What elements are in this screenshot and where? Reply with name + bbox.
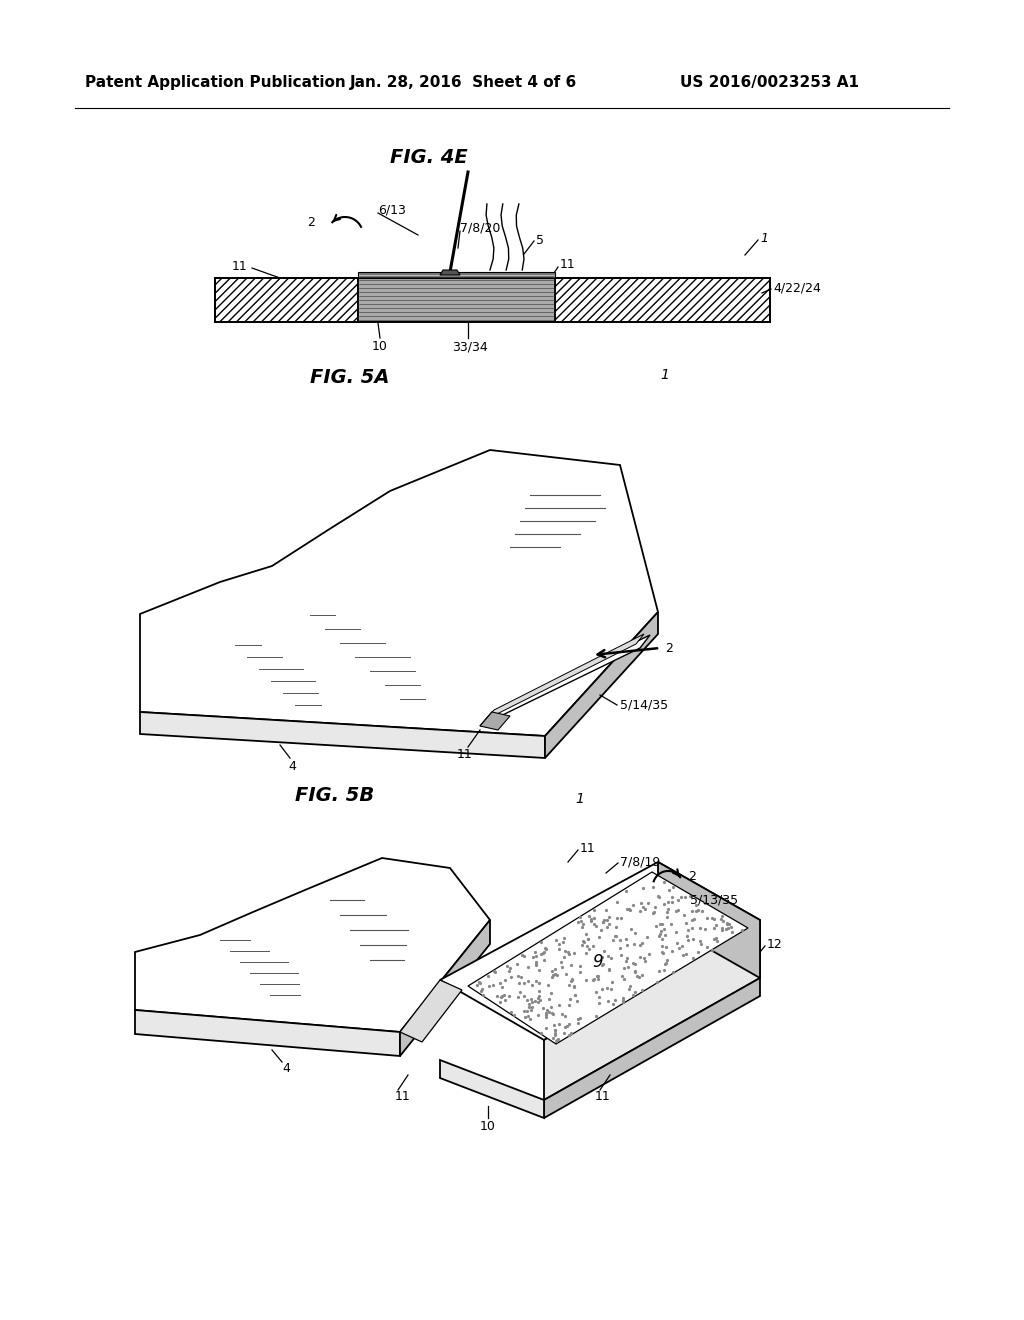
Text: 7/8/20: 7/8/20 bbox=[460, 222, 501, 235]
Text: 4: 4 bbox=[282, 1063, 290, 1074]
Text: 1: 1 bbox=[660, 368, 669, 381]
Polygon shape bbox=[135, 1010, 400, 1056]
Text: 7/8/19: 7/8/19 bbox=[620, 855, 660, 869]
Text: 33/34: 33/34 bbox=[453, 341, 487, 352]
Polygon shape bbox=[215, 279, 358, 322]
Text: 9: 9 bbox=[593, 953, 603, 972]
Polygon shape bbox=[555, 279, 770, 322]
Polygon shape bbox=[140, 711, 545, 758]
Text: 1: 1 bbox=[575, 792, 584, 807]
Text: 5/13/35: 5/13/35 bbox=[690, 894, 738, 907]
Polygon shape bbox=[544, 978, 760, 1118]
Polygon shape bbox=[480, 711, 510, 730]
Text: 5/14/35: 5/14/35 bbox=[620, 698, 668, 711]
Polygon shape bbox=[658, 862, 760, 978]
Text: 11: 11 bbox=[580, 842, 596, 854]
Polygon shape bbox=[358, 279, 555, 322]
Text: 11: 11 bbox=[395, 1090, 411, 1104]
Polygon shape bbox=[400, 979, 462, 1041]
Polygon shape bbox=[485, 634, 644, 719]
Text: 4/22/24: 4/22/24 bbox=[773, 281, 821, 294]
Text: FIG. 4E: FIG. 4E bbox=[390, 148, 468, 168]
Text: Jan. 28, 2016  Sheet 4 of 6: Jan. 28, 2016 Sheet 4 of 6 bbox=[350, 75, 578, 90]
Polygon shape bbox=[358, 272, 555, 279]
Text: 12: 12 bbox=[767, 939, 782, 952]
Text: Patent Application Publication: Patent Application Publication bbox=[85, 75, 346, 90]
Polygon shape bbox=[545, 612, 658, 758]
Text: 2: 2 bbox=[665, 642, 673, 655]
Polygon shape bbox=[544, 920, 760, 1100]
Text: 11: 11 bbox=[232, 260, 248, 273]
Text: 2: 2 bbox=[307, 215, 315, 228]
Text: 5: 5 bbox=[536, 234, 544, 247]
Text: 10: 10 bbox=[372, 341, 388, 352]
Polygon shape bbox=[480, 635, 650, 726]
Text: 10: 10 bbox=[480, 1119, 496, 1133]
Text: 11: 11 bbox=[457, 748, 473, 762]
Text: 6/13: 6/13 bbox=[378, 203, 406, 216]
Polygon shape bbox=[440, 862, 760, 1040]
Text: 11: 11 bbox=[595, 1090, 610, 1104]
Text: FIG. 5A: FIG. 5A bbox=[310, 368, 389, 387]
Text: 1: 1 bbox=[760, 231, 768, 244]
Polygon shape bbox=[440, 271, 460, 275]
Polygon shape bbox=[468, 873, 748, 1044]
Polygon shape bbox=[140, 450, 658, 737]
Text: 11: 11 bbox=[560, 259, 575, 272]
Polygon shape bbox=[400, 920, 490, 1056]
Text: US 2016/0023253 A1: US 2016/0023253 A1 bbox=[680, 75, 859, 90]
Text: 2: 2 bbox=[688, 870, 696, 883]
Text: FIG. 5B: FIG. 5B bbox=[295, 785, 374, 805]
Text: 4: 4 bbox=[288, 760, 296, 774]
Polygon shape bbox=[135, 858, 490, 1032]
Polygon shape bbox=[440, 1060, 544, 1118]
